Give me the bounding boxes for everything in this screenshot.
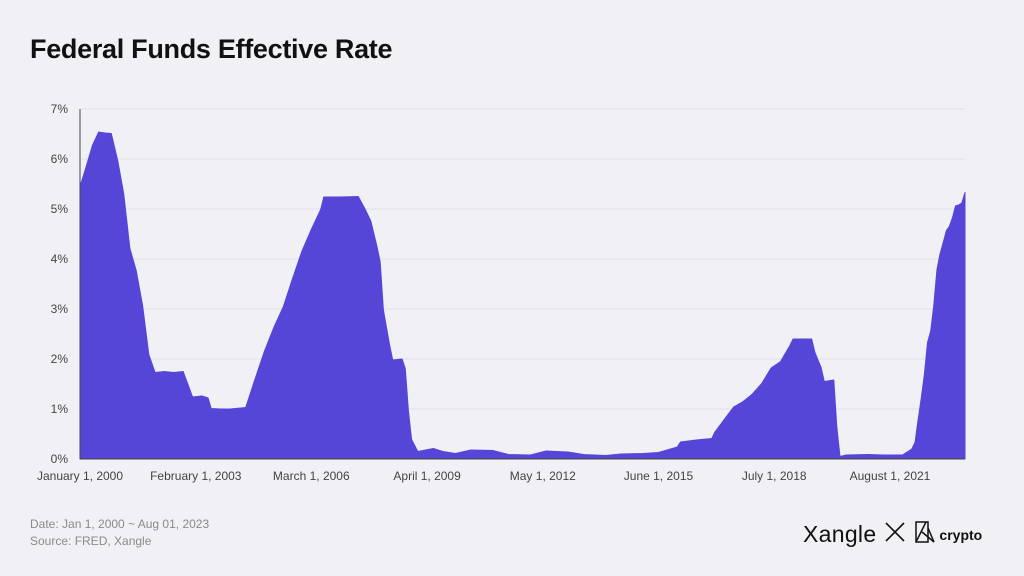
y-tick-label: 5% <box>51 202 69 216</box>
grid-lines <box>80 108 965 410</box>
y-tick-label: 0% <box>51 452 69 466</box>
y-tick-label: 2% <box>51 352 69 366</box>
plot-area <box>79 131 966 460</box>
x-tick-label: March 1, 2006 <box>273 469 350 483</box>
x-tick-label: April 1, 2009 <box>393 469 461 483</box>
x-tick-label: January 1, 2000 <box>37 469 123 483</box>
y-tick-label: 4% <box>51 252 69 266</box>
chart-title: Federal Funds Effective Rate <box>30 34 393 64</box>
x-tick-label: July 1, 2018 <box>742 469 807 483</box>
x-tick-label: August 1, 2021 <box>850 469 931 483</box>
y-tick-label: 1% <box>51 402 69 416</box>
source-note: Source: FRED, Xangle <box>30 534 152 548</box>
x-tick-label: February 1, 2003 <box>150 469 242 483</box>
area-chart: 0% 1% 2% 3% 4% 5% 6% 7% January 1, 2000 February… <box>37 102 966 483</box>
crypto-wordmark: crypto <box>939 526 983 543</box>
x-tick-label: May 1, 2012 <box>510 469 576 483</box>
brand-logos: Xangle crypto <box>803 520 982 549</box>
rate-area-series <box>79 131 966 460</box>
y-tick-label: 7% <box>51 102 69 116</box>
y-tick-label: 3% <box>51 302 69 316</box>
y-tick-label: 6% <box>51 152 69 166</box>
xangle-logo: Xangle <box>803 521 877 547</box>
x-tick-label: June 1, 2015 <box>624 469 694 483</box>
chart-footer: Date: Jan 1, 2000 ~ Aug 01, 2023 Source:… <box>30 516 209 550</box>
crypto-logo-icon <box>914 520 936 549</box>
y-axis-labels: 0% 1% 2% 3% 4% 5% 6% 7% <box>51 102 69 466</box>
date-range-note: Date: Jan 1, 2000 ~ Aug 01, 2023 <box>30 517 210 531</box>
cross-icon <box>884 521 906 548</box>
axes <box>79 109 965 460</box>
x-axis-labels: January 1, 2000 February 1, 2003 March 1, … <box>37 469 931 483</box>
